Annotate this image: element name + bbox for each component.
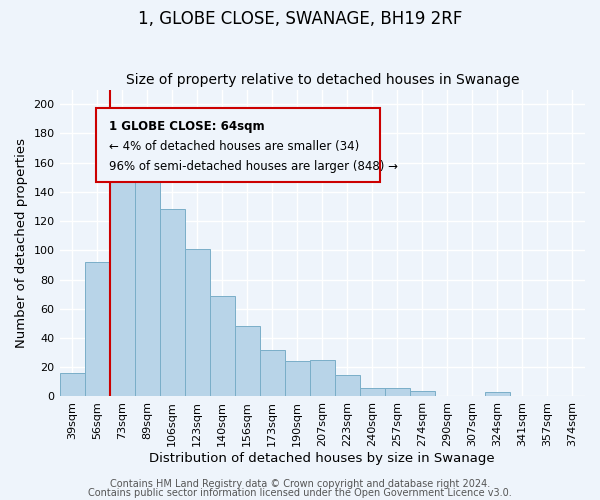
FancyBboxPatch shape <box>97 108 380 182</box>
Bar <box>59 373 85 396</box>
Bar <box>310 360 335 397</box>
X-axis label: Distribution of detached houses by size in Swanage: Distribution of detached houses by size … <box>149 452 495 465</box>
Bar <box>134 156 160 396</box>
Y-axis label: Number of detached properties: Number of detached properties <box>15 138 28 348</box>
Bar <box>335 374 360 396</box>
Bar <box>209 296 235 396</box>
Bar <box>160 210 185 396</box>
Text: ← 4% of detached houses are smaller (34): ← 4% of detached houses are smaller (34) <box>109 140 360 153</box>
Bar <box>385 388 410 396</box>
Bar <box>185 249 209 396</box>
Bar <box>285 362 310 396</box>
Bar <box>235 326 260 396</box>
Bar <box>485 392 510 396</box>
Text: 96% of semi-detached houses are larger (848) →: 96% of semi-detached houses are larger (… <box>109 160 398 173</box>
Text: Contains HM Land Registry data © Crown copyright and database right 2024.: Contains HM Land Registry data © Crown c… <box>110 479 490 489</box>
Text: 1, GLOBE CLOSE, SWANAGE, BH19 2RF: 1, GLOBE CLOSE, SWANAGE, BH19 2RF <box>138 10 462 28</box>
Text: 1 GLOBE CLOSE: 64sqm: 1 GLOBE CLOSE: 64sqm <box>109 120 265 133</box>
Text: Contains public sector information licensed under the Open Government Licence v3: Contains public sector information licen… <box>88 488 512 498</box>
Bar <box>260 350 285 397</box>
Bar <box>360 388 385 396</box>
Bar <box>110 176 134 396</box>
Title: Size of property relative to detached houses in Swanage: Size of property relative to detached ho… <box>125 73 519 87</box>
Bar <box>85 262 110 396</box>
Bar <box>410 390 435 396</box>
